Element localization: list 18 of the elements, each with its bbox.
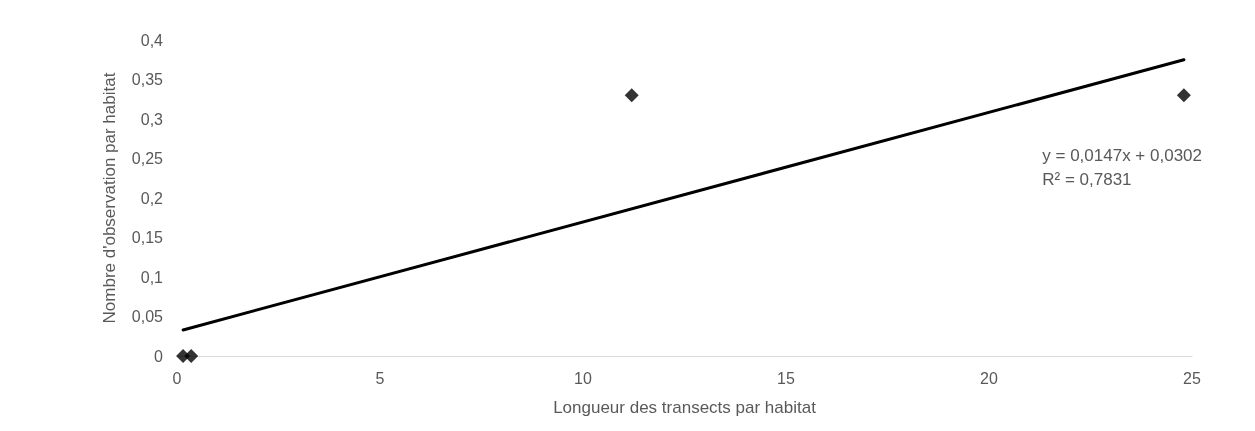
annotation: y = 0,0147x + 0,0302 R² = 0,7831 <box>1042 145 1203 189</box>
y-tick-label: 0,1 <box>140 268 164 286</box>
y-tick-label: 0,4 <box>140 31 164 49</box>
y-tick-label: 0,2 <box>140 189 164 207</box>
y-axis-title: Nombre d'observation par habitat <box>100 72 120 324</box>
x-tick-label: 0 <box>172 369 182 387</box>
x-axis-title: Longueur des transects par habitat <box>553 397 817 417</box>
x-tick-label: 15 <box>777 369 795 387</box>
x-tick-label: 5 <box>375 369 385 387</box>
x-tick-label: 10 <box>574 369 592 387</box>
x-tick-label: 20 <box>980 369 998 387</box>
y-tick-label: 0,25 <box>131 150 164 167</box>
y-tick-label: 0,15 <box>131 229 164 246</box>
y-tick-label: 0 <box>154 347 164 365</box>
x-tick-label: 25 <box>1183 369 1201 387</box>
y-tick-label: 0,3 <box>140 110 164 128</box>
y-tick-label: 0,35 <box>131 71 164 88</box>
y-tick-label: 0,05 <box>131 308 164 325</box>
